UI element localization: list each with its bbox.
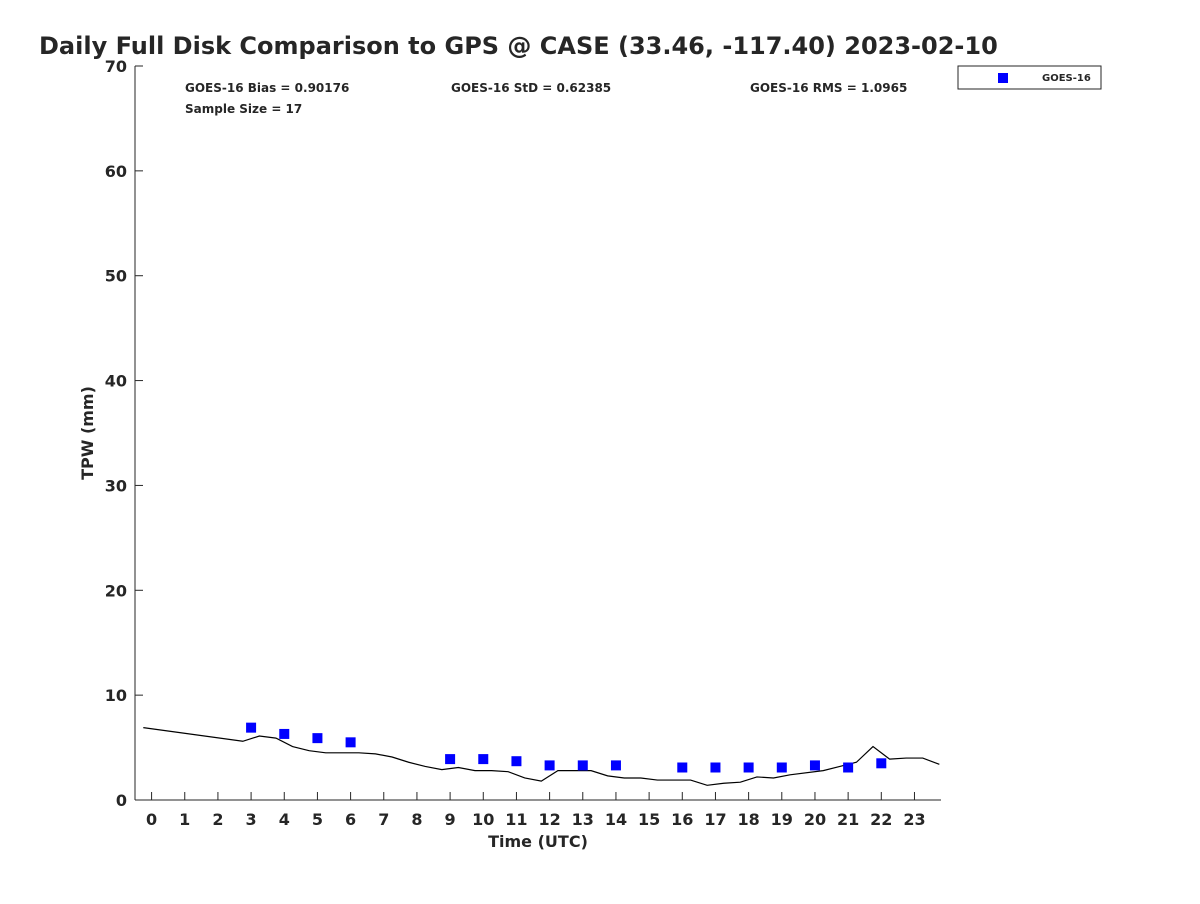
x-tick-label: 10: [472, 810, 494, 829]
legend-box: [957, 65, 1102, 90]
x-tick-label: 16: [671, 810, 693, 829]
x-tick-label: 9: [445, 810, 456, 829]
goes16-point: [677, 762, 688, 773]
y-tick-label: 10: [105, 686, 127, 705]
x-tick-label: 6: [345, 810, 356, 829]
goes16-point: [279, 728, 290, 739]
x-tick-label: 14: [605, 810, 627, 829]
goes16-point: [876, 758, 887, 769]
goes16-point: [345, 737, 356, 748]
y-tick-label: 20: [105, 581, 127, 600]
x-tick-label: 13: [572, 810, 594, 829]
goes16-point: [246, 722, 257, 733]
y-tick-label: 50: [105, 267, 127, 286]
x-tick-label: 8: [411, 810, 422, 829]
goes16-point: [511, 756, 522, 767]
x-tick-label: 11: [505, 810, 527, 829]
stat-bias: GOES-16 Bias = 0.90176: [185, 81, 349, 95]
goes16-point: [312, 733, 323, 744]
goes16-point: [610, 760, 621, 771]
x-tick-label: 5: [312, 810, 323, 829]
legend-label-goes16: GOES-16: [1042, 73, 1091, 84]
y-tick-label: 70: [105, 57, 127, 76]
x-tick-label: 21: [837, 810, 859, 829]
y-tick-label: 60: [105, 162, 127, 181]
x-axis-label: Time (UTC): [488, 832, 588, 851]
goes16-point: [776, 762, 787, 773]
goes16-point: [478, 754, 489, 765]
legend-marker-goes16: [998, 73, 1008, 83]
goes16-point: [743, 762, 754, 773]
x-tick-label: 12: [538, 810, 560, 829]
x-tick-label: 20: [804, 810, 826, 829]
goes16-point: [445, 754, 456, 765]
x-tick-label: 22: [870, 810, 892, 829]
goes16-point: [710, 762, 721, 773]
goes16-point: [809, 760, 820, 771]
stat-std: GOES-16 StD = 0.62385: [451, 81, 611, 95]
x-tick-label: 7: [378, 810, 389, 829]
goes16-point: [544, 760, 555, 771]
y-axis-label: TPW (mm): [78, 386, 97, 480]
x-tick-label: 4: [279, 810, 290, 829]
stat-sample-size: Sample Size = 17: [185, 102, 302, 116]
chart-title: Daily Full Disk Comparison to GPS @ CASE…: [39, 32, 998, 60]
y-tick-label: 40: [105, 372, 127, 391]
y-tick-label: 0: [116, 791, 127, 810]
x-tick-label: 3: [246, 810, 257, 829]
x-tick-label: 1: [179, 810, 190, 829]
x-tick-label: 23: [903, 810, 925, 829]
x-tick-label: 0: [146, 810, 157, 829]
x-tick-label: 18: [737, 810, 759, 829]
legend: GOES-16: [957, 65, 1102, 90]
x-tick-label: 15: [638, 810, 660, 829]
x-tick-label: 2: [212, 810, 223, 829]
gps-series-line: [143, 727, 940, 786]
x-tick-label: 19: [771, 810, 793, 829]
x-tick-label: 17: [704, 810, 726, 829]
y-tick-label: 30: [105, 476, 127, 495]
goes16-point: [577, 760, 588, 771]
goes16-point: [843, 762, 854, 773]
stat-rms: GOES-16 RMS = 1.0965: [750, 81, 907, 95]
